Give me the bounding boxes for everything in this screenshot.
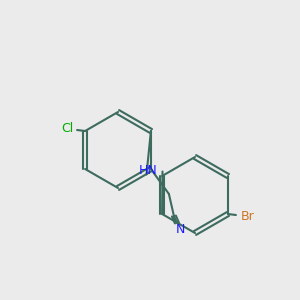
Text: Br: Br — [241, 211, 255, 224]
Text: N: N — [176, 223, 186, 236]
Text: HN: HN — [139, 164, 158, 177]
Text: Cl: Cl — [61, 122, 73, 136]
